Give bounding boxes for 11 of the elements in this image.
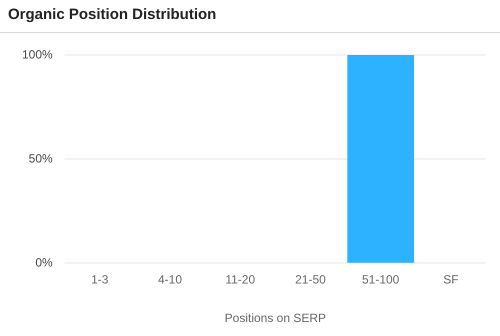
y-tick-label: 50% <box>28 151 54 166</box>
x-tick-label: 1-3 <box>91 272 109 287</box>
x-tick-label: SF <box>443 272 459 287</box>
x-tick-label: 51-100 <box>362 272 400 287</box>
y-tick-label: 100% <box>22 47 54 62</box>
x-tick-label: 4-10 <box>158 272 182 287</box>
chart-title: Organic Position Distribution <box>0 0 500 33</box>
x-tick-label: 11-20 <box>225 272 256 287</box>
x-tick-label: 21-50 <box>295 272 326 287</box>
y-tick-label: 0% <box>35 256 54 270</box>
x-axis-title: Positions on SERP <box>224 311 326 326</box>
